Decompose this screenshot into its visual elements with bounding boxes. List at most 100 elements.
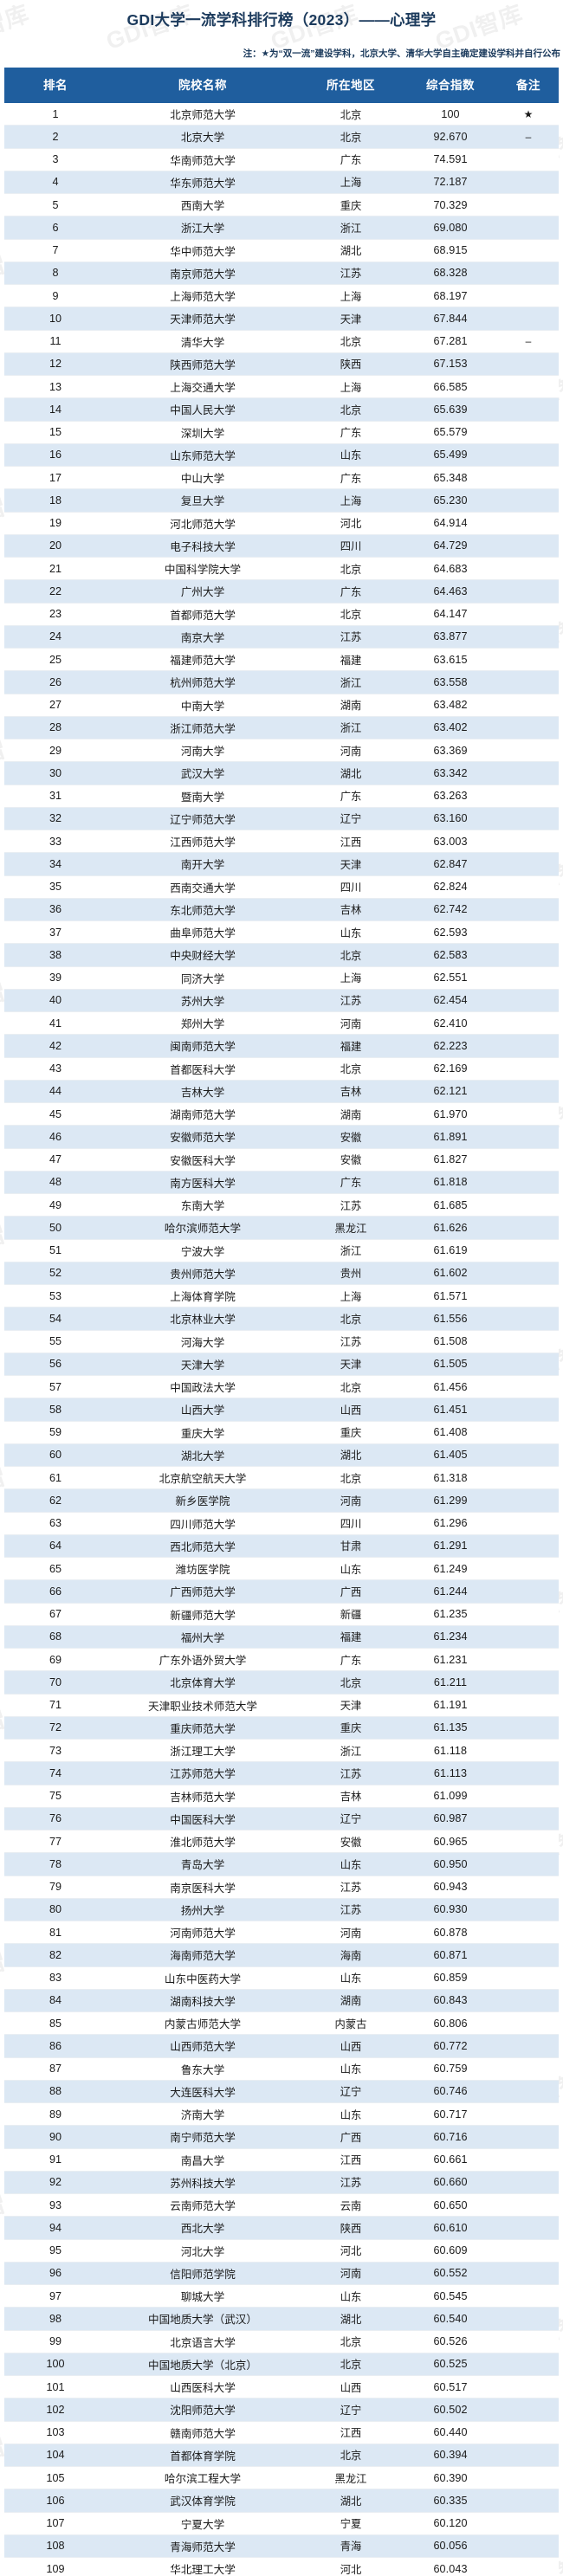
table-row[interactable]: 84 湖南科技大学 湖南 60.843 <box>4 1989 559 2013</box>
table-row[interactable]: 4 华东师范大学 上海 72.187 <box>4 171 559 195</box>
table-row[interactable]: 6 浙江大学 浙江 69.080 <box>4 216 559 240</box>
table-row[interactable]: 41 郑州大学 河南 62.410 <box>4 1011 559 1036</box>
table-row[interactable]: 63 四川师范大学 四川 61.296 <box>4 1512 559 1535</box>
table-row[interactable]: 99 北京语言大学 北京 60.526 <box>4 2330 559 2353</box>
table-row[interactable]: 98 中国地质大学（武汉） 湖北 60.540 <box>4 2307 559 2331</box>
table-row[interactable]: 89 济南大学 山东 60.717 <box>4 2102 559 2127</box>
table-row[interactable]: 85 内蒙古师范大学 内蒙古 60.806 <box>4 2011 559 2036</box>
table-row[interactable]: 86 山西师范大学 山西 60.772 <box>4 2034 559 2058</box>
table-row[interactable]: 75 吉林师范大学 吉林 61.099 <box>4 1785 559 1808</box>
table-row[interactable]: 103 赣南师范大学 江西 60.440 <box>4 2421 559 2444</box>
table-row[interactable]: 51 宁波大学 浙江 61.619 <box>4 1239 559 1262</box>
table-row[interactable]: 107 宁夏大学 宁夏 60.120 <box>4 2512 559 2535</box>
table-row[interactable]: 3 华南师范大学 广东 74.591 <box>4 148 559 171</box>
table-row[interactable]: 55 河海大学 江苏 61.508 <box>4 1330 559 1353</box>
table-row[interactable]: 108 青海师范大学 青海 60.056 <box>4 2534 559 2559</box>
table-row[interactable]: 21 中国科学院大学 北京 64.683 <box>4 557 559 581</box>
table-row[interactable]: 9 上海师范大学 上海 68.197 <box>4 284 559 308</box>
table-row[interactable]: 2 北京大学 北京 92.670– <box>4 125 559 149</box>
table-row[interactable]: 22 广州大学 广东 64.463 <box>4 579 559 604</box>
table-row[interactable]: 76 中国医科大学 辽宁 60.987 <box>4 1807 559 1831</box>
table-row[interactable]: 37 曲阜师范大学 山东 62.593 <box>4 920 559 945</box>
table-row[interactable]: 12 陕西师范大学 陕西 67.153 <box>4 352 559 377</box>
table-row[interactable]: 57 中国政法大学 北京 61.456 <box>4 1375 559 1399</box>
table-row[interactable]: 56 天津大学 天津 61.505 <box>4 1353 559 1377</box>
table-row[interactable]: 34 南开大学 天津 62.847 <box>4 852 559 876</box>
table-row[interactable]: 17 中山大学 广东 65.348 <box>4 466 559 490</box>
table-row[interactable]: 26 杭州师范大学 浙江 63.558 <box>4 670 559 694</box>
table-row[interactable]: 8 南京师范大学 江苏 68.328 <box>4 261 559 286</box>
table-row[interactable]: 93 云南师范大学 云南 60.650 <box>4 2193 559 2218</box>
table-row[interactable]: 19 河北师范大学 河北 64.914 <box>4 512 559 535</box>
table-row[interactable]: 42 闽南师范大学 福建 62.223 <box>4 1034 559 1058</box>
table-row[interactable]: 14 中国人民大学 北京 65.639 <box>4 397 559 422</box>
table-row[interactable]: 80 扬州大学 江苏 60.930 <box>4 1898 559 1922</box>
table-row[interactable]: 29 河南大学 河南 63.369 <box>4 739 559 763</box>
table-row[interactable]: 83 山东中医药大学 山东 60.859 <box>4 1966 559 1990</box>
table-row[interactable]: 87 鲁东大学 山东 60.759 <box>4 2057 559 2081</box>
table-row[interactable]: 106 武汉体育学院 湖北 60.335 <box>4 2489 559 2513</box>
table-row[interactable]: 11 清华大学 北京 67.281– <box>4 330 559 353</box>
table-row[interactable]: 94 西北大学 陕西 60.610 <box>4 2216 559 2240</box>
table-row[interactable]: 20 电子科技大学 四川 64.729 <box>4 534 559 558</box>
table-row[interactable]: 61 北京航空航天大学 北京 61.318 <box>4 1466 559 1490</box>
table-row[interactable]: 105 哈尔滨工程大学 黑龙江 60.390 <box>4 2466 559 2490</box>
table-row[interactable]: 104 首都体育学院 北京 60.394 <box>4 2444 559 2468</box>
table-row[interactable]: 18 复旦大学 上海 65.230 <box>4 488 559 513</box>
table-row[interactable]: 59 重庆大学 重庆 61.408 <box>4 1421 559 1444</box>
table-row[interactable]: 68 福州大学 福建 61.234 <box>4 1625 559 1650</box>
table-row[interactable]: 95 河北大学 河北 60.609 <box>4 2239 559 2263</box>
column-header-remark[interactable]: 备注 <box>498 68 559 103</box>
table-row[interactable]: 40 苏州大学 江苏 62.454 <box>4 989 559 1013</box>
table-row[interactable]: 35 西南交通大学 四川 62.824 <box>4 875 559 899</box>
table-row[interactable]: 67 新疆师范大学 新疆 61.235 <box>4 1603 559 1626</box>
table-row[interactable]: 30 武汉大学 湖北 63.342 <box>4 761 559 785</box>
table-row[interactable]: 65 潍坊医学院 山东 61.249 <box>4 1557 559 1581</box>
column-header-score[interactable]: 综合指数 <box>403 68 498 103</box>
table-row[interactable]: 13 上海交通大学 上海 66.585 <box>4 375 559 399</box>
table-row[interactable]: 101 山西医科大学 山西 60.517 <box>4 2375 559 2399</box>
table-row[interactable]: 25 福建师范大学 福建 63.615 <box>4 648 559 672</box>
table-row[interactable]: 10 天津师范大学 天津 67.844 <box>4 307 559 331</box>
table-row[interactable]: 69 广东外语外贸大学 广东 61.231 <box>4 1648 559 1672</box>
table-row[interactable]: 109 华北理工大学 河北 60.043 <box>4 2557 559 2576</box>
column-header-rank[interactable]: 排名 <box>4 68 107 103</box>
table-row[interactable]: 72 重庆师范大学 重庆 61.135 <box>4 1716 559 1740</box>
table-row[interactable]: 100 中国地质大学（北京） 北京 60.525 <box>4 2353 559 2377</box>
table-row[interactable]: 88 大连医科大学 辽宁 60.746 <box>4 2080 559 2104</box>
table-row[interactable]: 47 安徽医科大学 安徽 61.827 <box>4 1148 559 1172</box>
column-header-name[interactable]: 院校名称 <box>107 68 299 103</box>
table-row[interactable]: 46 安徽师范大学 安徽 61.891 <box>4 1125 559 1149</box>
table-row[interactable]: 77 淮北师范大学 安徽 60.965 <box>4 1830 559 1854</box>
table-row[interactable]: 28 浙江师范大学 浙江 63.402 <box>4 716 559 740</box>
table-row[interactable]: 38 中央财经大学 北京 62.583 <box>4 943 559 967</box>
table-row[interactable]: 33 江西师范大学 江西 63.003 <box>4 830 559 854</box>
table-row[interactable]: 91 南昌大学 江西 60.661 <box>4 2148 559 2172</box>
table-row[interactable]: 58 山西大学 山西 61.451 <box>4 1398 559 1422</box>
table-row[interactable]: 52 贵州师范大学 贵州 61.602 <box>4 1262 559 1286</box>
table-row[interactable]: 49 东南大学 江苏 61.685 <box>4 1193 559 1217</box>
table-row[interactable]: 79 南京医科大学 江苏 60.943 <box>4 1876 559 1899</box>
table-row[interactable]: 96 信阳师范学院 河南 60.552 <box>4 2262 559 2286</box>
table-row[interactable]: 16 山东师范大学 山东 65.499 <box>4 443 559 468</box>
table-row[interactable]: 27 中南大学 湖南 63.482 <box>4 694 559 717</box>
table-row[interactable]: 1 北京师范大学 北京 100 ★ <box>4 103 559 126</box>
table-row[interactable]: 73 浙江理工大学 浙江 61.118 <box>4 1739 559 1763</box>
table-row[interactable]: 78 青岛大学 山东 60.950 <box>4 1852 559 1876</box>
column-header-region[interactable]: 所在地区 <box>299 68 403 103</box>
table-row[interactable]: 31 暨南大学 广东 63.263 <box>4 784 559 808</box>
table-row[interactable]: 81 河南师范大学 河南 60.878 <box>4 1921 559 1945</box>
table-row[interactable]: 36 东北师范大学 吉林 62.742 <box>4 898 559 922</box>
table-row[interactable]: 102 沈阳师范大学 辽宁 60.502 <box>4 2398 559 2422</box>
table-row[interactable]: 54 北京林业大学 北京 61.556 <box>4 1307 559 1331</box>
table-row[interactable]: 53 上海体育学院 上海 61.571 <box>4 1284 559 1308</box>
table-row[interactable]: 43 首都医科大学 北京 62.169 <box>4 1057 559 1081</box>
table-row[interactable]: 50 哈尔滨师范大学 黑龙江 61.626 <box>4 1216 559 1240</box>
table-row[interactable]: 7 华中师范大学 湖北 68.915 <box>4 239 559 262</box>
table-row[interactable]: 15 深圳大学 广东 65.579 <box>4 421 559 444</box>
table-row[interactable]: 90 南宁师范大学 广西 60.716 <box>4 2125 559 2149</box>
table-row[interactable]: 97 聊城大学 山东 60.545 <box>4 2284 559 2308</box>
table-row[interactable]: 60 湖北大学 湖北 61.405 <box>4 1443 559 1468</box>
table-row[interactable]: 24 南京大学 江苏 63.877 <box>4 625 559 649</box>
table-row[interactable]: 62 新乡医学院 河南 61.299 <box>4 1488 559 1513</box>
